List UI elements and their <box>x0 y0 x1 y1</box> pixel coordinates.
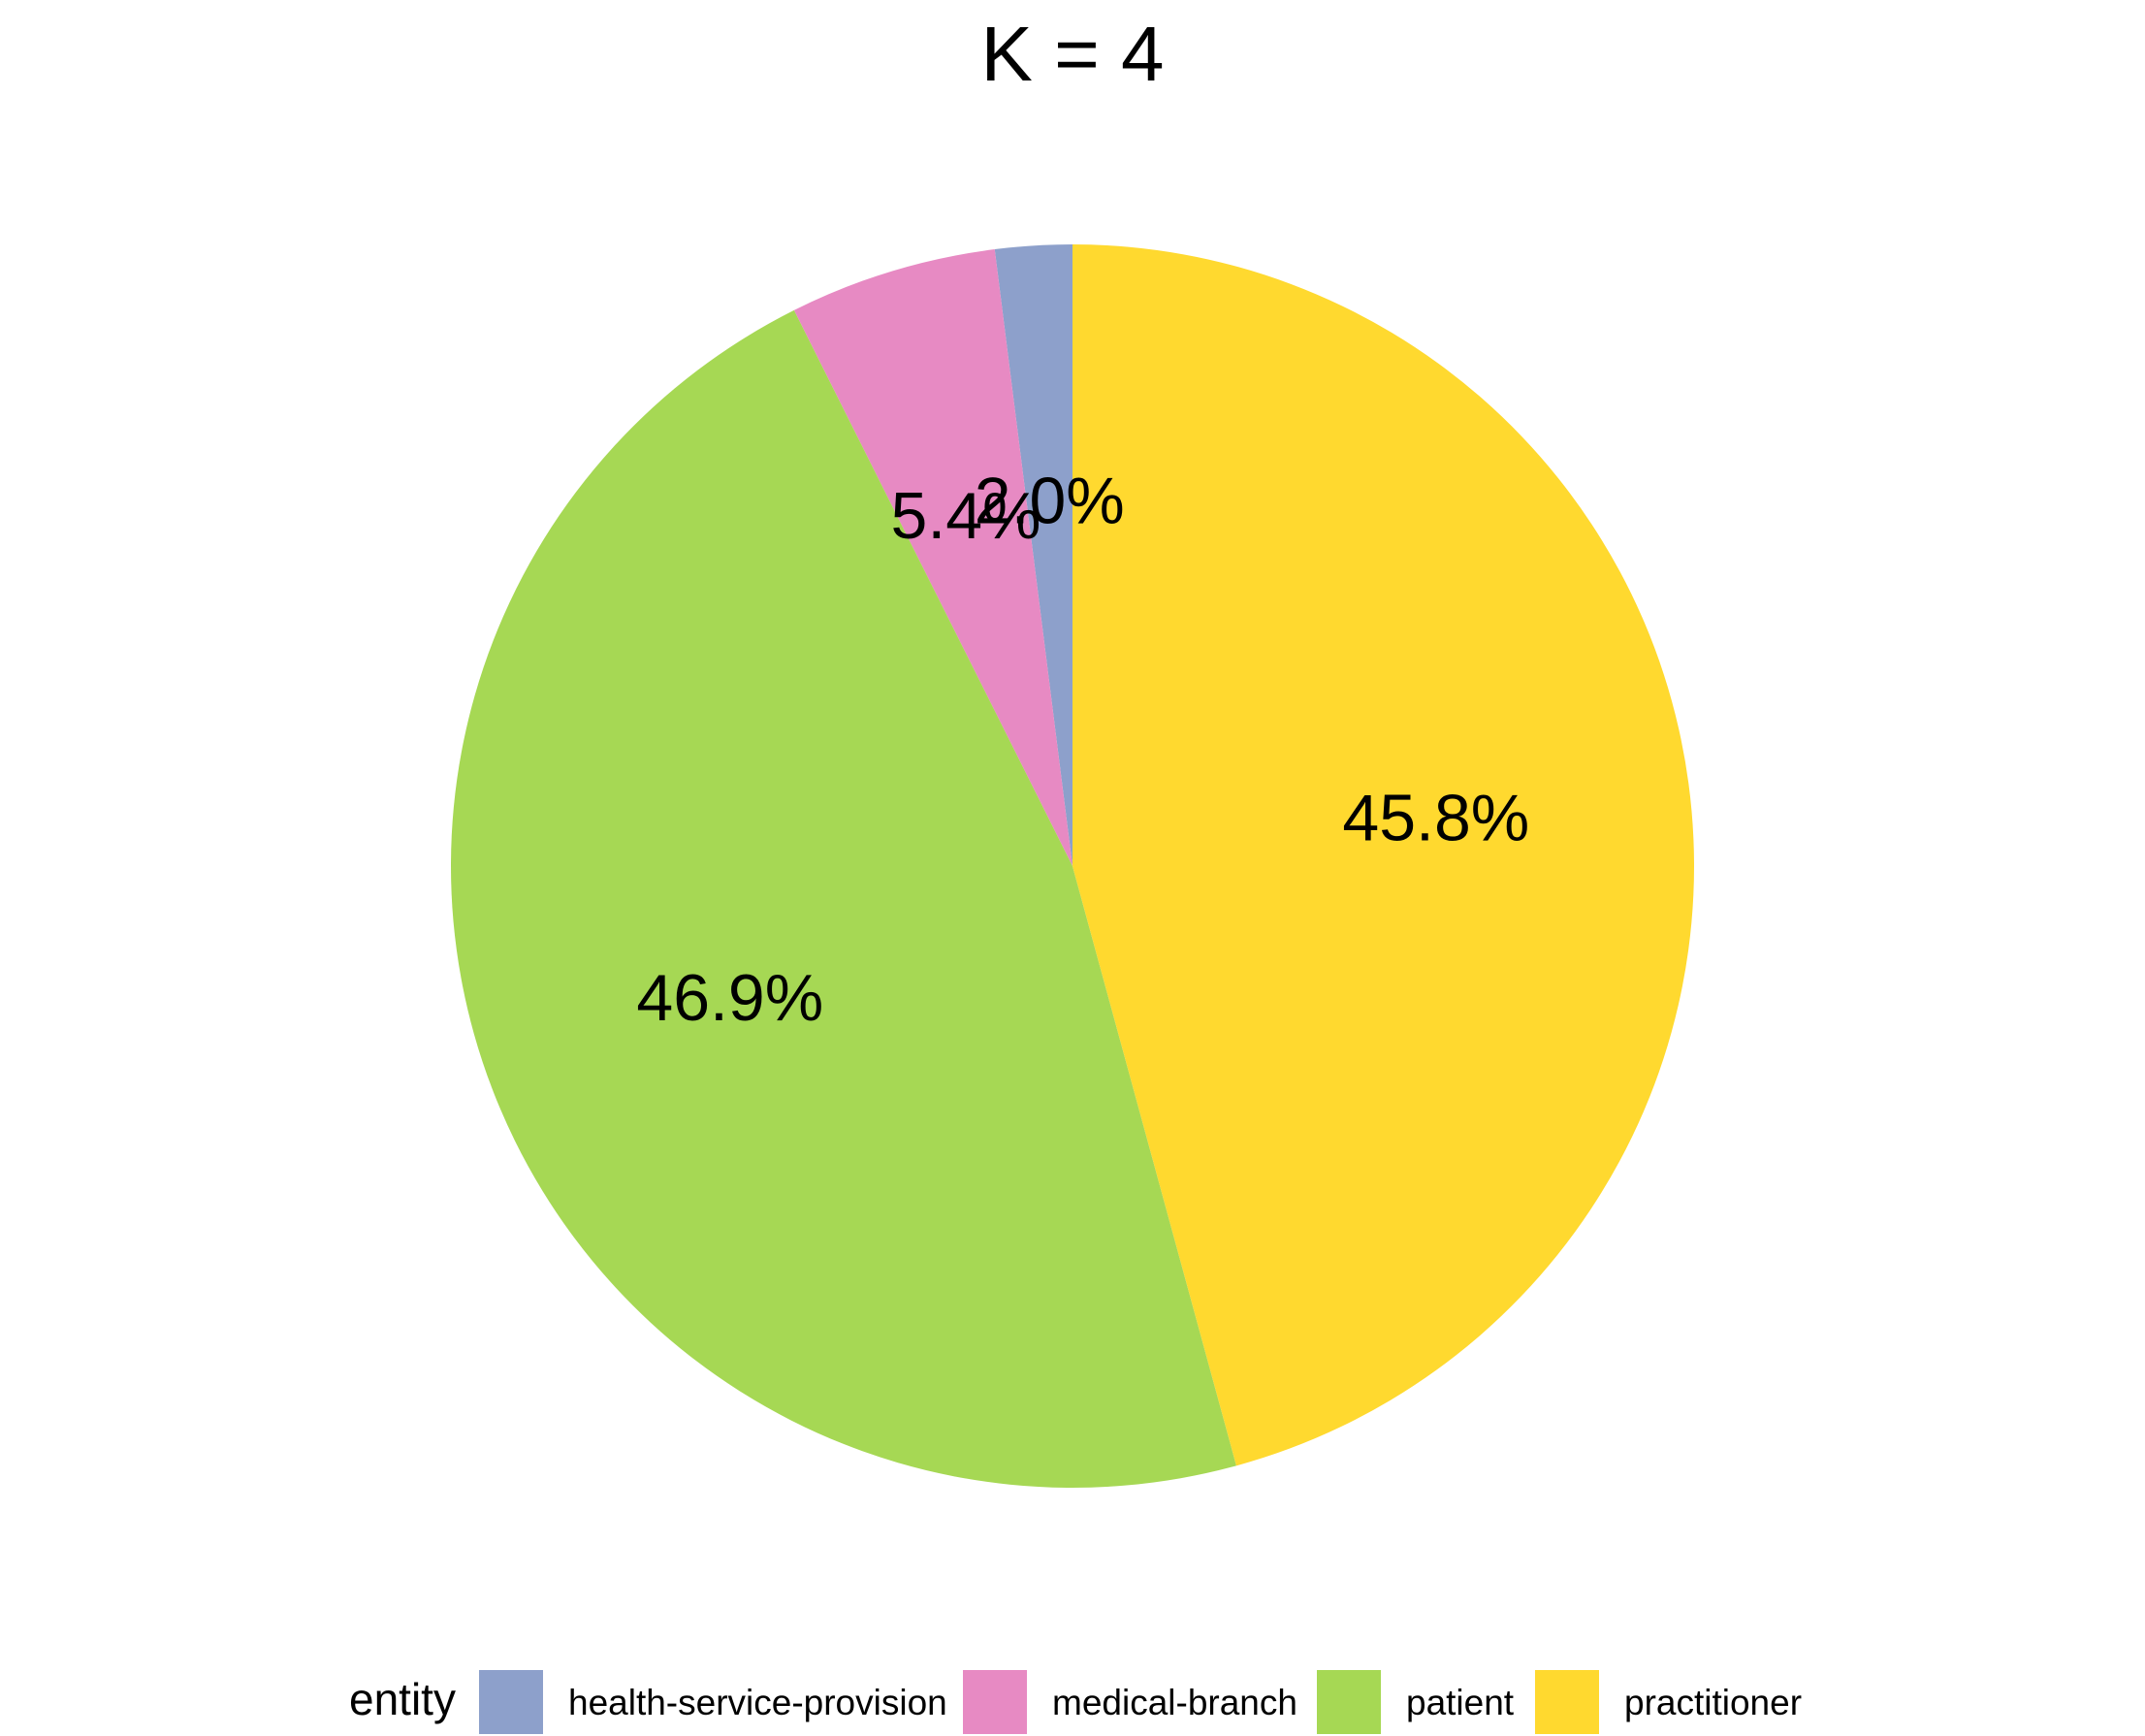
legend-key-patient <box>1317 1670 1381 1734</box>
legend-label-medical-branch: medical-branch <box>1052 1683 1297 1722</box>
pie-slice-patient <box>451 309 1236 1488</box>
legend-label-practitioner: practitioner <box>1624 1683 1802 1722</box>
legend-key-practitioner <box>1535 1670 1599 1734</box>
legend-key-medical-branch <box>963 1670 1027 1734</box>
legend-key-health-service-provision <box>479 1670 543 1734</box>
legend-title: entity <box>349 1674 456 1724</box>
slice-label-medical-branch: 5.4% <box>891 479 1041 553</box>
pie-slice-medical-branch <box>793 249 1072 866</box>
slice-label-practitioner: 45.8% <box>1342 782 1529 855</box>
legend: entity health-service-provision medical-b… <box>349 1670 1802 1734</box>
slice-label-patient: 46.9% <box>636 961 823 1035</box>
chart-title: K = 4 <box>980 11 1164 97</box>
legend-label-health-service-provision: health-service-provision <box>568 1683 947 1722</box>
pie-slice-labels: 2.0%5.4% 46.9% 45.8% <box>636 465 1529 1036</box>
legend-label-patient: patient <box>1406 1683 1515 1722</box>
slice-label-health-service-provision: 2.0% <box>975 465 1125 538</box>
pie-slice-practitioner <box>1072 244 1694 1466</box>
pie-slices <box>451 244 1694 1488</box>
pie-slice-health-service-provision <box>994 244 1072 866</box>
